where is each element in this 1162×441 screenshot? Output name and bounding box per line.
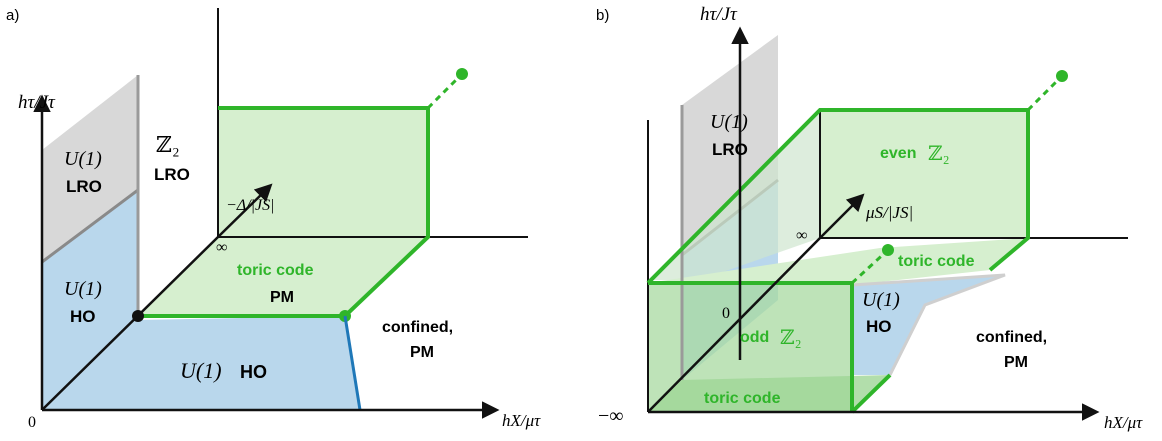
u1-ho-left-symbol: U(1) — [64, 278, 102, 300]
even-z2-text: even — [880, 145, 916, 162]
u1-lro-symbol: U(1) — [64, 148, 102, 170]
depth-axis-arrow — [217, 183, 273, 238]
depth-axis-label: −Δ/|JS| — [226, 197, 275, 214]
toric-code-boundary — [138, 106, 430, 318]
y-axis-label: hτ/Jτ — [700, 4, 738, 25]
even-z2-back-plane — [820, 110, 1028, 238]
u1-ho-text: HO — [866, 317, 892, 336]
toric-code-top-label: toric code — [898, 253, 975, 270]
green-dashed-extension — [426, 72, 464, 110]
u1-lro-region — [42, 75, 138, 262]
ho-confined-boundary — [343, 315, 362, 411]
u1-lro-symbol: U(1) — [710, 111, 748, 133]
panel-b-label: b) — [596, 7, 609, 24]
u1-ho-floor-region — [42, 316, 360, 410]
confined-pm-label: PM — [410, 344, 434, 361]
green-endpoint-dot — [1056, 70, 1068, 82]
toric-code-label: toric code — [237, 262, 314, 279]
depth-axis-label: μS/|JS| — [865, 203, 913, 222]
bottom-green-edge — [850, 373, 892, 414]
panel-a-label: a) — [6, 7, 19, 24]
odd-z2-text: odd — [740, 329, 769, 346]
z2-lro-symbol: ℤ₂ — [156, 132, 180, 157]
confined-label: confined, — [382, 319, 453, 336]
origin-label: 0 — [28, 414, 36, 431]
x-axis-label: hX/μτ — [1104, 413, 1143, 432]
odd-z2-symbol: ℤ₂ — [780, 327, 802, 349]
green-critical-dot — [882, 244, 894, 256]
depth-axis — [647, 237, 821, 413]
zero-label: 0 — [722, 305, 730, 322]
confined-label: confined, — [976, 329, 1047, 346]
green-dashed-extension — [1026, 74, 1064, 112]
black-critical-dot — [132, 310, 144, 322]
toric-code-floor — [138, 237, 428, 316]
toric-code-top-floor — [648, 238, 1028, 285]
neg-infinity-label: −∞ — [598, 405, 624, 427]
even-z2-symbol: ℤ₂ — [928, 143, 950, 165]
infinity-label: ∞ — [216, 239, 227, 256]
depth-axis-arrow — [819, 193, 865, 239]
toric-pm-label: PM — [270, 289, 294, 306]
panel-b: b) hτ/Jτ hX/μτ — [596, 4, 1143, 432]
toric-code-bottom-floor — [648, 375, 890, 412]
toric-code-back-plane — [218, 108, 428, 237]
ho-boundary — [851, 273, 1006, 376]
u1-ho-left-text: HO — [70, 307, 96, 326]
u1-ho-bottom-text: HO — [240, 362, 267, 382]
depth-axis — [41, 236, 219, 411]
panel-a: a) hτ/Jτ hX/μτ −Δ/|JS| 0 ∞ U(1) — [6, 7, 541, 431]
infinity-label: ∞ — [796, 227, 807, 244]
toric-code-bottom-label: toric code — [704, 390, 781, 407]
u1-ho-region — [852, 275, 1005, 375]
u1-lro-region — [682, 35, 778, 255]
u1-ho-bottom-symbol: U(1) — [180, 358, 222, 383]
green-endpoint-dot — [456, 68, 468, 80]
u1-lro-text: LRO — [66, 177, 102, 196]
lro-boundary-line — [41, 188, 139, 264]
u1-ho-symbol: U(1) — [862, 289, 900, 311]
green-dashed-middle — [850, 248, 890, 285]
y-axis-label: hτ/Jτ — [18, 92, 56, 113]
z2-lro-text: LRO — [154, 165, 190, 184]
x-axis-label: hX/μτ — [502, 411, 541, 430]
confined-pm-label: PM — [1004, 354, 1028, 371]
u1-lro-text: LRO — [712, 140, 748, 159]
